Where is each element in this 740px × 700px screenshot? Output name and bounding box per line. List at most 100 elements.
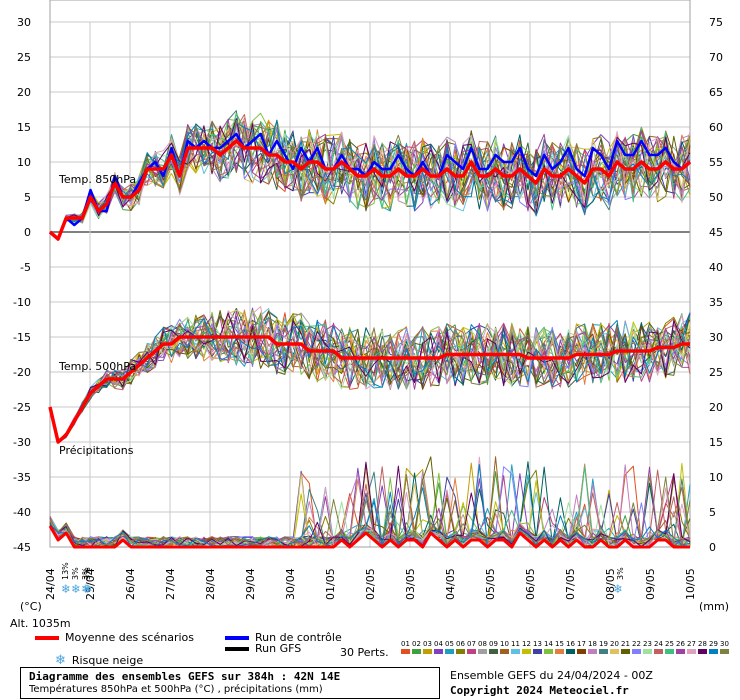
gfs-swatch [225, 647, 249, 651]
t850-perturbation-line [49, 119, 691, 240]
pert-legend-item: 08 [477, 640, 488, 654]
legend-control-label: Run de contrôle [255, 631, 342, 644]
t850-perturbation-line [49, 119, 691, 241]
pert-legend-item: 19 [598, 640, 609, 654]
legend-gfs-label: Run GFS [255, 642, 302, 655]
pert-legend-item: 20 [609, 640, 620, 654]
pert-swatch [654, 649, 663, 654]
pert-number: 23 [643, 640, 652, 648]
pert-number: 09 [489, 640, 498, 648]
pert-swatch [709, 649, 718, 654]
pert-number: 03 [423, 640, 432, 648]
pert-legend-item: 09 [488, 640, 499, 654]
control-t850-line [49, 132, 691, 241]
date-tick-label: 03/05 [404, 568, 417, 600]
pert-number: 21 [621, 640, 630, 648]
pert-number: 19 [599, 640, 608, 648]
left-tick-label: -30 [13, 436, 31, 449]
pert-swatch [434, 649, 443, 654]
pert-number: 22 [632, 640, 641, 648]
precip-perturbation-line [49, 467, 691, 548]
date-tick-label: 09/05 [644, 568, 657, 600]
pert-number: 07 [467, 640, 476, 648]
date-tick-label: 02/05 [364, 568, 377, 600]
control-swatch [225, 636, 249, 640]
precip-perturbation-line [49, 465, 691, 548]
pert-number: 02 [412, 640, 421, 648]
t500-perturbation-line [49, 313, 691, 444]
right-tick-label: 5 [709, 506, 716, 519]
pert-number: 11 [511, 640, 520, 648]
pert-swatch [478, 649, 487, 654]
pert-legend-item: 28 [697, 640, 708, 654]
date-tick-label: 06/05 [524, 568, 537, 600]
pert-number: 15 [555, 640, 564, 648]
pert-number: 17 [577, 640, 586, 648]
pert-number: 06 [456, 640, 465, 648]
pert-legend-item: 02 [411, 640, 422, 654]
precip-label: Précipitations [59, 444, 134, 457]
date-tick-label: 01/05 [324, 568, 337, 600]
right-tick-label: 55 [709, 156, 723, 169]
snow-percent-label: 3% [81, 567, 90, 580]
pert-legend-item: 04 [433, 640, 444, 654]
legend-control: Run de contrôle [225, 631, 342, 644]
legend-gfs: Run GFS [225, 642, 301, 655]
pert-swatch [445, 649, 454, 654]
pert-swatch [720, 649, 729, 654]
pert-swatch [533, 649, 542, 654]
date-tick-label: 04/05 [444, 568, 457, 600]
pert-number: 08 [478, 640, 487, 648]
pert-swatch [566, 649, 575, 654]
date-tick-label: 29/04 [244, 568, 257, 600]
pert-legend-item: 29 [708, 640, 719, 654]
snowflake-icon: ❄ [61, 582, 70, 597]
legend-snow: ❄ Risque neige [55, 653, 143, 668]
pert-swatch [676, 649, 685, 654]
pert-number: 29 [709, 640, 718, 648]
pert-swatch [588, 649, 597, 654]
perturbation-lines [49, 110, 691, 548]
right-tick-label: 10 [709, 471, 723, 484]
right-tick-label: 50 [709, 191, 723, 204]
pert-swatch [610, 649, 619, 654]
snow-risk-markers: 13%❄3%❄3%❄3%❄3%❄ [61, 562, 625, 597]
mean-t500-line [48, 335, 690, 444]
left-axis-ticks: 30 25 20 15 10 5 0 -5 -10 -15 -20 -25 -30 -35 -40 -45 [13, 16, 31, 554]
left-tick-label: 25 [17, 51, 31, 64]
snowflake-icon: ❄ [613, 582, 622, 597]
pert-legend-item: 07 [466, 640, 477, 654]
pert-swatch [632, 649, 641, 654]
right-tick-label: 35 [709, 296, 723, 309]
t850-perturbation-line [49, 114, 691, 239]
pert-swatch [401, 649, 410, 654]
pert-number: 05 [445, 640, 454, 648]
snow-percent-label: 3% [71, 567, 80, 580]
pert-number: 16 [566, 640, 575, 648]
pert-swatch [500, 649, 509, 654]
pert-swatch [577, 649, 586, 654]
pert-number: 14 [544, 640, 553, 648]
snowflake-icon: ❄ [83, 582, 92, 597]
pert-legend-item: 05 [444, 640, 455, 654]
legend-perts-label: 30 Perts. [340, 646, 389, 659]
pert-legend-item: 17 [576, 640, 587, 654]
t500-label: Temp. 500hPa [58, 360, 136, 373]
pert-swatch [511, 649, 520, 654]
left-tick-label: -20 [13, 366, 31, 379]
left-tick-label: -15 [13, 331, 31, 344]
pert-number: 13 [533, 640, 542, 648]
precip-perturbation-line [49, 471, 691, 547]
left-tick-label: 20 [17, 86, 31, 99]
pert-number: 12 [522, 640, 531, 648]
pert-legend-item: 30 [719, 640, 730, 654]
footer-run: Ensemble GEFS du 24/04/2024 - 00Z [450, 669, 653, 682]
left-tick-label: -5 [20, 261, 31, 274]
pert-legend-item: 25 [664, 640, 675, 654]
date-axis-ticks: 24/04 25/04 26/04 27/04 28/04 29/04 30/04 01/05… [44, 568, 697, 600]
legend-mean: Moyenne des scénarios [35, 631, 194, 644]
pert-legend-item: 11 [510, 640, 521, 654]
pert-legend-item: 26 [675, 640, 686, 654]
snowflake-icon: ❄ [55, 653, 66, 668]
